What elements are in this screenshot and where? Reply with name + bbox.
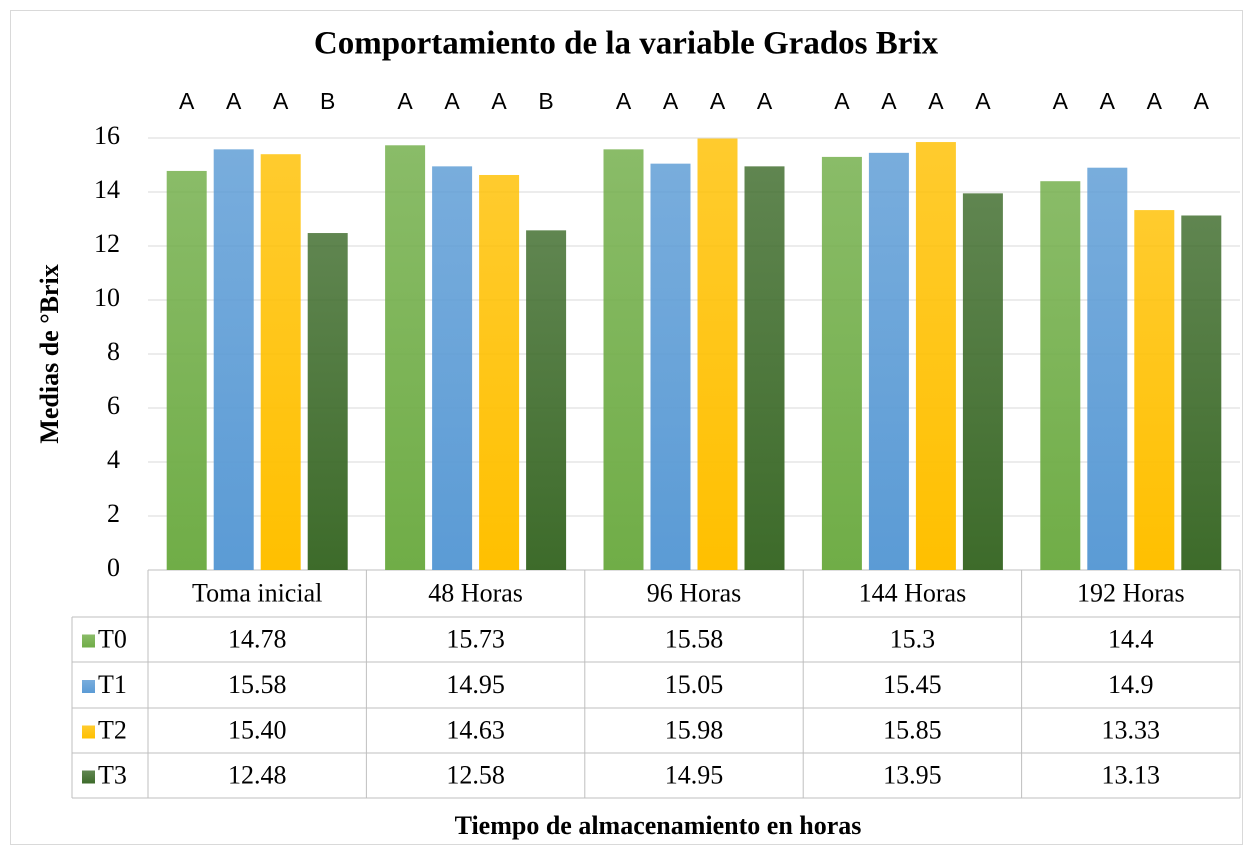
table-value: 14.95 (446, 670, 505, 699)
significance-letter: B (538, 88, 553, 114)
chart-title: Comportamiento de la variable Grados Bri… (314, 26, 939, 62)
significance-letter: A (1194, 88, 1210, 114)
bar (213, 149, 254, 570)
significance-letter: A (179, 88, 195, 114)
bar (650, 163, 691, 570)
x-axis-title: Tiempo de almacenamiento en horas (455, 811, 862, 840)
significance-letter: A (491, 88, 507, 114)
x-tick-label: Toma inicial (192, 578, 322, 607)
bar (603, 149, 644, 570)
bar (1134, 210, 1175, 570)
bar (821, 156, 862, 570)
legend-label: T1 (98, 670, 127, 699)
significance-letter: A (663, 88, 679, 114)
table-value: 15.58 (665, 624, 724, 653)
significance-letter: A (1147, 88, 1163, 114)
table-value: 12.48 (228, 760, 287, 789)
table-value: 15.05 (665, 670, 724, 699)
significance-letter: A (881, 88, 897, 114)
bar (526, 230, 567, 570)
y-tick-label: 6 (107, 391, 120, 420)
table-value: 15.85 (883, 715, 942, 744)
bar (432, 166, 473, 570)
x-tick-label: 192 Horas (1077, 578, 1185, 607)
table-value: 14.95 (665, 760, 724, 789)
significance-letter: A (834, 88, 850, 114)
significance-letter: A (757, 88, 773, 114)
significance-letter: B (320, 88, 335, 114)
bar (868, 152, 909, 570)
bar (1181, 215, 1222, 571)
table-value: 14.9 (1108, 670, 1154, 699)
table-value: 15.3 (890, 624, 936, 653)
legend-label: T3 (98, 760, 127, 789)
y-tick-label: 2 (107, 499, 120, 528)
y-tick-label: 10 (94, 283, 120, 312)
table-value: 15.40 (228, 715, 287, 744)
bar (307, 233, 348, 571)
significance-letter: A (710, 88, 726, 114)
table-value: 14.63 (446, 715, 505, 744)
table-value: 15.73 (446, 624, 505, 653)
bar (744, 166, 785, 570)
significance-letter: A (928, 88, 944, 114)
table-value: 13.33 (1102, 715, 1161, 744)
x-tick-label: 96 Horas (647, 578, 742, 607)
y-tick-label: 4 (107, 445, 120, 474)
legend-label: T2 (98, 715, 127, 744)
bar (697, 138, 738, 571)
y-tick-label: 0 (107, 553, 120, 582)
table-value: 15.45 (883, 670, 942, 699)
significance-letter: A (444, 88, 460, 114)
table-value: 14.78 (228, 624, 287, 653)
bar (166, 170, 207, 570)
bar (1087, 167, 1128, 570)
y-tick-label: 14 (94, 175, 120, 204)
table-value: 13.95 (883, 760, 942, 789)
x-tick-label: 48 Horas (428, 578, 523, 607)
table-value: 15.98 (665, 715, 724, 744)
bar (915, 142, 956, 571)
y-tick-label: 16 (94, 121, 120, 150)
legend-swatch (82, 770, 95, 784)
legend-label: T0 (98, 624, 127, 653)
significance-letter: A (273, 88, 289, 114)
y-tick-label: 8 (107, 337, 120, 366)
x-tick-label: 144 Horas (859, 578, 967, 607)
significance-letter: A (1100, 88, 1116, 114)
bar (260, 154, 301, 570)
bar (962, 193, 1003, 570)
legend-swatch (82, 680, 95, 693)
table-value: 15.58 (228, 670, 287, 699)
bar (1040, 181, 1081, 570)
legend-swatch (82, 634, 95, 648)
table-value: 13.13 (1102, 760, 1161, 789)
significance-letter: A (1053, 88, 1069, 114)
significance-letter: A (226, 88, 242, 114)
table-value: 14.4 (1108, 624, 1154, 653)
significance-letter: A (397, 88, 413, 114)
significance-letter: A (975, 88, 991, 114)
significance-letter: A (616, 88, 632, 114)
bar (385, 145, 426, 571)
bar (479, 174, 520, 571)
y-tick-label: 12 (94, 229, 120, 258)
table-value: 12.58 (446, 760, 505, 789)
legend-swatch (82, 725, 95, 739)
y-axis-title: Medias de °Brix (35, 264, 64, 443)
